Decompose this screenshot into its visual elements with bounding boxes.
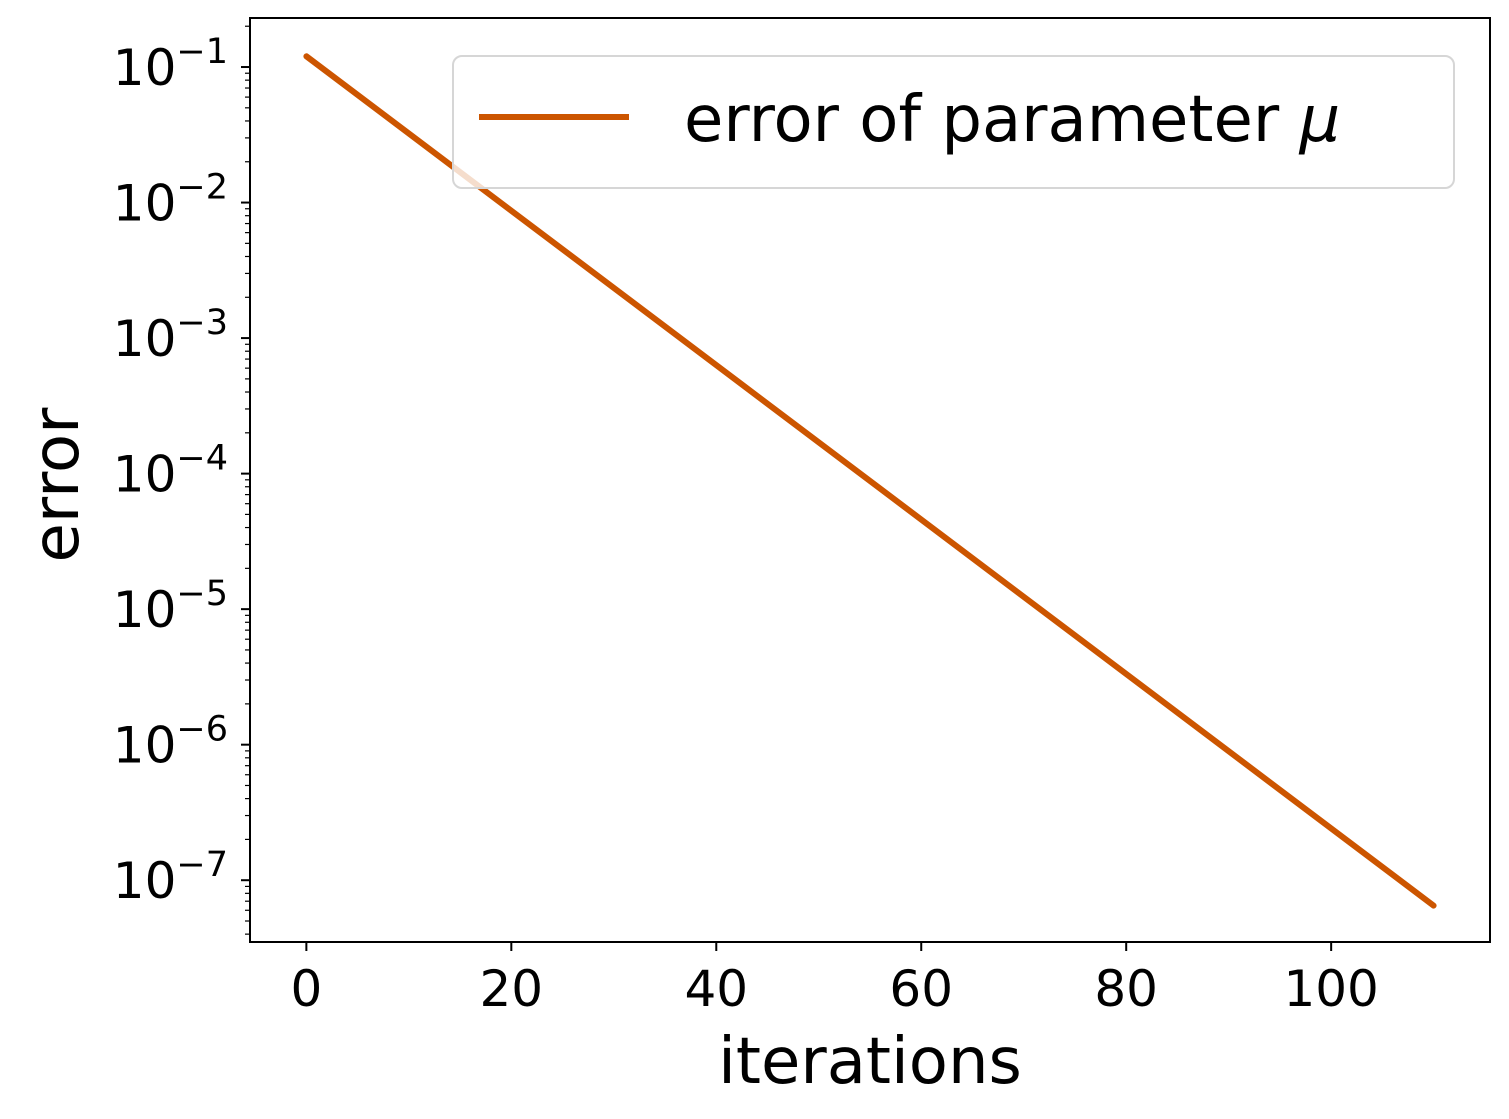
x-axis-title: iterations [718,1025,1022,1099]
x-tick-label: 100 [1283,960,1378,1018]
y-tick-label: 10−7 [113,845,228,910]
series-line [303,53,1437,909]
y-tick-label: 10−3 [113,303,228,368]
legend: error of parameter μ [452,55,1455,189]
x-tick-label: 80 [1094,960,1158,1018]
y-tick-label: 10−1 [113,32,228,97]
y-axis-title: error [20,407,94,563]
y-tick-label: 10−6 [113,710,228,775]
y-tick-label: 10−4 [113,439,228,504]
mu-symbol: μ [1299,83,1341,157]
y-tick-label: 10−2 [113,168,228,233]
y-tick-label: 10−5 [113,574,228,639]
x-tick-label: 0 [290,960,322,1018]
legend-box [452,55,1455,189]
legend-label: error of parameter μ [684,83,1340,157]
series-layer [303,53,1437,909]
axis-ticks: 0 20 40 60 80 100 10−1 10−2 10−3 10−4 10−5 10−6 10−7 [113,32,1379,1018]
plot-frame [249,17,1491,943]
x-tick-label: 40 [684,960,748,1018]
x-tick-label: 60 [889,960,953,1018]
x-tick-label: 20 [480,960,544,1018]
